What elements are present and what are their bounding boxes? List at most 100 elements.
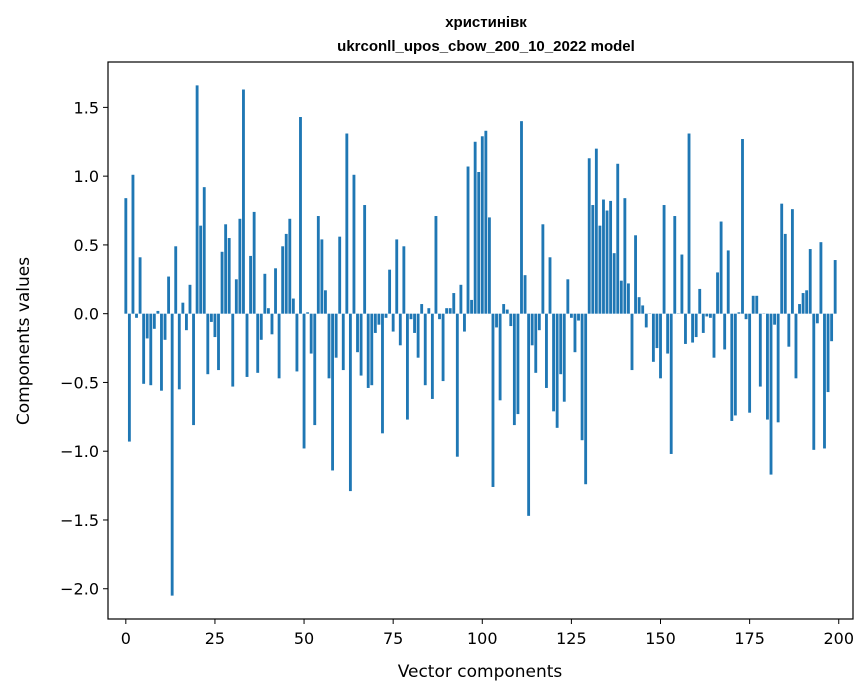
bar bbox=[580, 313, 584, 441]
bar bbox=[352, 174, 356, 314]
bar bbox=[755, 295, 759, 314]
bar bbox=[641, 305, 645, 314]
bar bbox=[338, 236, 342, 314]
y-tick-label: 0.5 bbox=[74, 236, 99, 255]
bar bbox=[505, 309, 509, 314]
bar bbox=[502, 304, 506, 314]
bar bbox=[794, 313, 798, 379]
bar bbox=[324, 290, 327, 314]
bar bbox=[127, 313, 131, 442]
x-axis-label: Vector components bbox=[398, 662, 563, 682]
bar bbox=[473, 141, 477, 314]
bar bbox=[167, 276, 171, 314]
bar bbox=[694, 313, 698, 338]
bar bbox=[644, 313, 648, 328]
bar bbox=[798, 304, 801, 314]
bar bbox=[388, 269, 392, 314]
bar bbox=[555, 313, 559, 428]
bar bbox=[562, 313, 566, 402]
bar bbox=[587, 158, 591, 314]
bar bbox=[480, 136, 484, 314]
x-axis-ticks: 0 25 50 75 100 125 150 175 200 bbox=[121, 619, 854, 648]
bar bbox=[776, 313, 780, 423]
bar bbox=[523, 275, 527, 314]
bar bbox=[552, 313, 555, 412]
bar bbox=[684, 313, 687, 344]
bar bbox=[438, 313, 441, 320]
bar bbox=[259, 313, 263, 340]
bar bbox=[348, 313, 352, 492]
bar bbox=[730, 313, 734, 421]
bar bbox=[281, 246, 285, 314]
bars-group bbox=[124, 85, 837, 596]
bar bbox=[363, 205, 367, 314]
x-tick-label: 50 bbox=[294, 629, 314, 648]
bar bbox=[687, 133, 691, 314]
bar bbox=[808, 249, 812, 314]
bar bbox=[634, 235, 637, 314]
x-tick-label: 125 bbox=[556, 629, 587, 648]
bar bbox=[830, 313, 834, 342]
bar bbox=[256, 313, 260, 373]
bar bbox=[156, 310, 160, 314]
bar bbox=[520, 121, 523, 314]
bar bbox=[691, 313, 695, 343]
bar bbox=[783, 233, 787, 314]
bar bbox=[377, 313, 381, 325]
bar bbox=[181, 302, 185, 314]
x-tick-label: 200 bbox=[823, 629, 854, 648]
y-tick-label: −2.0 bbox=[60, 580, 99, 599]
bar bbox=[609, 200, 613, 314]
bar bbox=[719, 221, 723, 314]
y-axis-label: Components values bbox=[14, 257, 34, 425]
bar bbox=[413, 313, 416, 333]
bar bbox=[245, 313, 249, 377]
y-axis-ticks: −2.0 −1.5 −1.0 −0.5 0.0 0.5 1.0 1.5 bbox=[60, 98, 108, 599]
y-tick-label: −1.0 bbox=[60, 442, 99, 461]
bar bbox=[195, 85, 199, 314]
bar bbox=[249, 255, 253, 314]
bar bbox=[135, 313, 138, 318]
y-tick-label: 0.0 bbox=[74, 305, 99, 324]
bar bbox=[124, 198, 128, 314]
bar bbox=[605, 210, 609, 314]
bar bbox=[448, 308, 452, 314]
bar bbox=[423, 313, 427, 386]
bar bbox=[320, 239, 324, 314]
bar bbox=[666, 313, 670, 354]
bar bbox=[766, 313, 769, 420]
bar bbox=[787, 313, 791, 347]
bar bbox=[815, 313, 819, 324]
bar bbox=[491, 313, 495, 487]
bar bbox=[616, 163, 620, 314]
bar bbox=[541, 224, 545, 314]
bar bbox=[780, 203, 784, 314]
bar bbox=[726, 250, 730, 314]
bar bbox=[316, 216, 320, 314]
bar bbox=[598, 225, 602, 314]
bar bbox=[723, 313, 727, 350]
bar bbox=[206, 313, 210, 375]
bar bbox=[209, 313, 213, 322]
y-tick-label: −0.5 bbox=[60, 373, 99, 392]
bar bbox=[594, 148, 598, 314]
bar bbox=[213, 313, 217, 338]
bar bbox=[698, 288, 702, 314]
bar bbox=[751, 295, 755, 314]
bar bbox=[470, 299, 474, 314]
bar bbox=[712, 313, 716, 358]
bar bbox=[680, 254, 684, 314]
bar bbox=[773, 313, 776, 325]
bar bbox=[406, 313, 409, 420]
bar bbox=[384, 313, 388, 318]
chart-title: христинівк bbox=[445, 14, 527, 31]
bar bbox=[637, 297, 641, 314]
bar bbox=[341, 313, 345, 371]
bar bbox=[192, 313, 195, 426]
bar bbox=[238, 218, 242, 314]
bar bbox=[790, 209, 794, 314]
bar bbox=[527, 313, 531, 516]
bar bbox=[716, 272, 719, 314]
bar bbox=[805, 290, 809, 314]
